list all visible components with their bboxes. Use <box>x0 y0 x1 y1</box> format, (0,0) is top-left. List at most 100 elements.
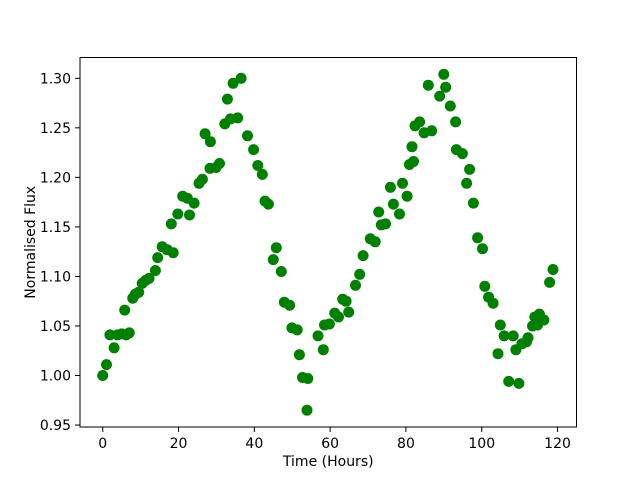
data-point <box>394 208 405 220</box>
data-point <box>387 198 399 210</box>
data-point <box>252 160 264 171</box>
data-point <box>267 254 279 266</box>
data-point <box>472 232 484 244</box>
data-point <box>165 218 177 230</box>
y-axis-ticks: 0.95 1.00 1.05 1.10 1.15 1.20 1.25 1.30 <box>40 71 80 434</box>
data-point <box>149 265 161 276</box>
x-tick-label: 80 <box>397 436 415 452</box>
y-tick-label: 1.15 <box>40 220 71 236</box>
data-point <box>323 318 335 330</box>
data-point <box>123 327 135 339</box>
data-point <box>235 72 247 84</box>
data-point <box>291 324 303 336</box>
x-tick-label: 0 <box>98 436 107 452</box>
data-point <box>302 373 314 384</box>
data-point <box>232 112 244 124</box>
data-point <box>492 348 504 360</box>
x-axis-label: Time (Hours) <box>282 454 374 470</box>
x-axis-ticks: 0 20 40 60 80 100 120 <box>98 427 571 452</box>
x-tick-label: 60 <box>321 436 339 452</box>
data-point <box>467 197 479 209</box>
x-tick-label: 20 <box>170 436 188 452</box>
data-point <box>214 158 225 169</box>
data-point <box>301 404 313 416</box>
data-point <box>248 144 260 156</box>
data-point <box>503 375 515 387</box>
data-point <box>384 181 396 193</box>
data-point <box>312 330 324 342</box>
plot-border <box>79 57 577 428</box>
data-point <box>227 77 239 89</box>
x-tick-label: 40 <box>245 436 263 452</box>
data-point <box>538 314 550 326</box>
y-tick-label: 1.30 <box>40 71 71 87</box>
data-point <box>498 330 510 342</box>
data-point <box>544 276 556 288</box>
data-point <box>450 116 462 128</box>
data-point <box>513 377 525 389</box>
data-point <box>196 173 208 185</box>
data-point <box>440 81 452 93</box>
data-point <box>547 264 559 275</box>
data-point <box>143 272 155 284</box>
data-point <box>270 242 282 254</box>
data-point <box>477 243 488 255</box>
data-point <box>397 177 408 189</box>
y-tick-label: 1.10 <box>40 269 71 285</box>
data-point <box>275 266 287 277</box>
data-point <box>293 349 305 361</box>
data-point <box>242 130 253 142</box>
y-axis-label: Normalised Flux <box>23 186 39 299</box>
data-point <box>380 218 391 230</box>
data-point <box>119 304 131 316</box>
data-point <box>438 68 450 80</box>
y-tick-label: 1.20 <box>40 170 71 186</box>
data-point <box>172 208 184 220</box>
data-point <box>152 252 164 264</box>
data-point <box>494 319 506 331</box>
data-point <box>350 279 361 291</box>
data-point <box>340 295 352 307</box>
data-point <box>422 79 434 91</box>
data-point <box>343 306 355 318</box>
data-point <box>204 136 216 148</box>
data-point <box>199 128 211 140</box>
data-point <box>373 206 385 218</box>
data-point <box>444 100 456 112</box>
data-point <box>522 332 534 344</box>
data-point <box>426 125 438 137</box>
data-point <box>487 297 499 309</box>
data-point <box>284 299 296 311</box>
data-point <box>406 141 418 153</box>
data-point <box>256 168 268 180</box>
data-point <box>414 116 426 128</box>
data-point <box>317 344 329 356</box>
x-tick-label: 100 <box>468 436 495 452</box>
data-point <box>369 236 381 248</box>
y-tick-label: 1.00 <box>40 368 71 384</box>
data-point <box>188 197 200 209</box>
data-point <box>461 177 473 189</box>
data-point <box>262 198 274 210</box>
data-point <box>184 209 195 221</box>
data-point <box>221 93 233 105</box>
data-point <box>101 359 112 371</box>
data-point <box>108 342 120 354</box>
data-point <box>479 280 491 292</box>
data-point <box>434 90 446 102</box>
data-point <box>354 268 366 280</box>
y-tick-label: 0.95 <box>40 418 71 434</box>
data-point <box>408 156 419 167</box>
data-point <box>333 311 344 323</box>
data-point <box>401 190 413 202</box>
data-point <box>464 163 476 175</box>
data-point <box>167 247 179 259</box>
data-point <box>456 148 468 160</box>
data-point <box>133 286 145 298</box>
y-tick-label: 1.25 <box>40 121 71 137</box>
data-points <box>97 68 559 416</box>
y-tick-label: 1.05 <box>40 319 71 335</box>
